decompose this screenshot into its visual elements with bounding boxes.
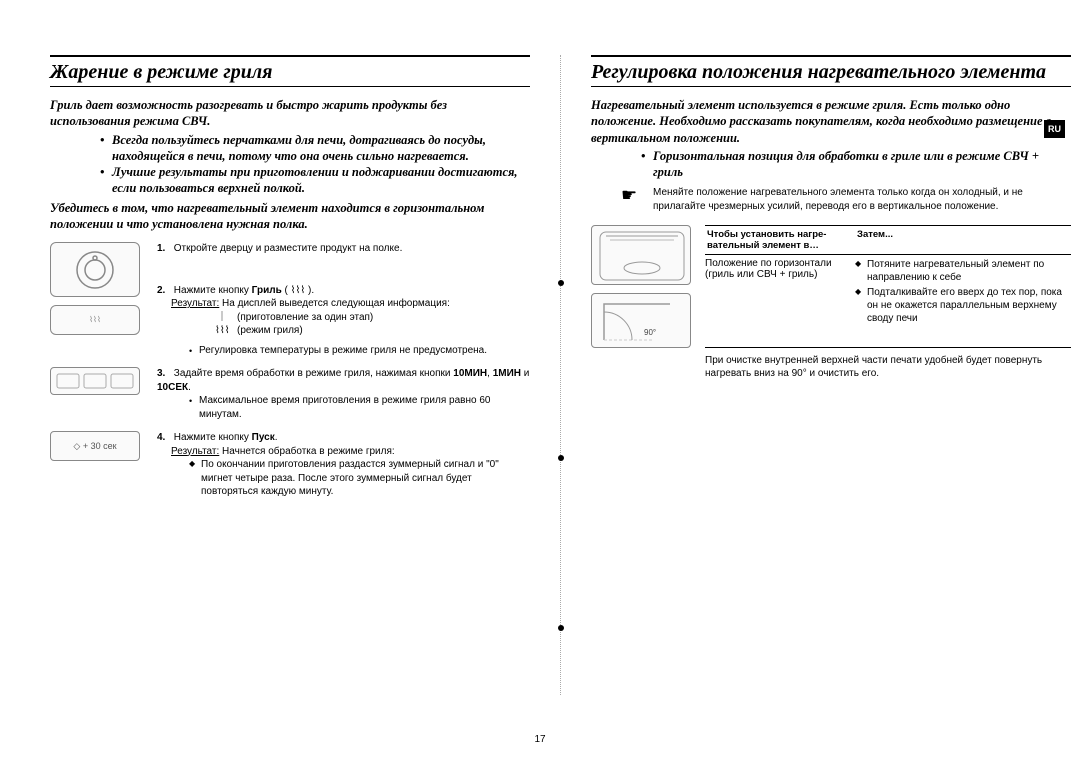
note: Регулировка температуры в режиме гриля н…: [189, 344, 530, 358]
rule: [591, 55, 1071, 57]
step-num: 1.: [157, 242, 171, 256]
step2-pre: Нажмите кнопку: [174, 285, 252, 296]
bullet: Горизонтальная позиция для обработки в г…: [641, 148, 1071, 181]
grill-button-illustration: ⌇⌇⌇: [50, 305, 140, 335]
rule: [50, 86, 530, 87]
step1-text: Откройте дверцу и разместите продукт на …: [174, 243, 403, 254]
sym-text: (приготовление за один этап): [237, 311, 373, 325]
table-header: Чтобы установить нагре- вательный элемен…: [705, 226, 1071, 255]
step3-note: Максимальное время приготовления в режим…: [189, 394, 530, 421]
sym: ｜: [215, 311, 229, 325]
right-footnote: При очистке внутренней верхней части печ…: [705, 354, 1071, 380]
step2-note: Регулировка температуры в режиме гриля н…: [189, 344, 530, 358]
rule: [591, 86, 1071, 87]
table-area: Чтобы установить нагре- вательный элемен…: [591, 225, 1071, 348]
result-label: Результат:: [171, 446, 219, 457]
illus-stack: [591, 225, 691, 348]
t: .: [275, 432, 278, 443]
step2-post: ( ⌇⌇⌇ ).: [282, 285, 314, 296]
left-warning: Убедитесь в том, что нагревательный элем…: [50, 200, 530, 233]
result-label: Результат:: [171, 298, 219, 309]
column-divider: [560, 55, 561, 695]
step-text: 4. Нажмите кнопку Пуск. Результат: Начне…: [157, 431, 530, 499]
step-num: 2.: [157, 284, 171, 298]
bullet: Всегда пользуйтесь перчатками для печи, …: [100, 132, 530, 165]
bullet: Лучшие результаты при приготовлении и по…: [100, 164, 530, 197]
t: Задайте время обработки в режиме гриля, …: [174, 368, 454, 379]
b: 10МИН: [453, 368, 487, 379]
t: Нажмите кнопку: [174, 432, 252, 443]
sym-text: (режим гриля): [237, 324, 303, 338]
page-number: 17: [534, 734, 545, 745]
li: Потяните нагревательный элемент по напра…: [855, 258, 1071, 284]
step-text: 3. Задайте время обработки в режиме грил…: [157, 367, 530, 421]
td: Потяните нагревательный элемент по напра…: [855, 258, 1071, 327]
right-bullets: Горизонтальная позиция для обработки в г…: [641, 148, 1071, 181]
step-text: 1. Откройте дверцу и разместите продукт …: [157, 242, 530, 357]
symbol-list: ｜ (приготовление за один этап) ⌇⌇⌇ (режим …: [215, 311, 530, 338]
note: Максимальное время приготовления в режим…: [189, 394, 530, 421]
step4-result: Начнется обработка в режиме гриля:: [219, 446, 394, 457]
pointing-hand-icon: ☛: [621, 186, 643, 213]
knob-illustration: [50, 242, 140, 297]
illus-col: [50, 367, 145, 421]
left-intro: Гриль дает возможность разогревать и быс…: [50, 97, 530, 130]
t: и: [521, 368, 529, 379]
sym: ⌇⌇⌇: [215, 324, 229, 338]
step-row: ◇ + 30 сек 4. Нажмите кнопку Пуск. Резул…: [50, 431, 530, 499]
t: .: [188, 382, 191, 393]
step4-note: По окончании приготовления раздастся зум…: [189, 458, 530, 499]
left-title: Жарение в режиме гриля: [50, 61, 530, 84]
illus-col: ◇ + 30 сек: [50, 431, 145, 499]
li: Подталкивайте его вверх до тех пор, пока…: [855, 286, 1071, 325]
start-button-illustration: ◇ + 30 сек: [50, 431, 140, 461]
note: По окончании приготовления раздастся зум…: [189, 458, 530, 499]
rule: [50, 55, 530, 57]
step-num: 3.: [157, 367, 171, 381]
left-column: Жарение в режиме гриля Гриль дает возмож…: [50, 55, 530, 695]
b: Пуск: [252, 432, 275, 443]
step2-b: Гриль: [252, 285, 282, 296]
hand-note: ☛ Меняйте положение нагревательного элем…: [621, 186, 1071, 213]
swing-illustration: [591, 293, 691, 348]
step2-result: На дисплей выведется следующая информаци…: [219, 298, 450, 309]
step-row: 3. Задайте время обработки в режиме грил…: [50, 367, 530, 421]
th: Чтобы установить нагре- вательный элемен…: [705, 226, 855, 254]
th: Затем...: [855, 226, 1071, 254]
right-column: Регулировка положения нагревательного эл…: [591, 55, 1071, 695]
page-columns: Жарение в режиме гриля Гриль дает возмож…: [50, 55, 1030, 695]
right-intro: Нагревательный элемент используется в ре…: [591, 97, 1071, 146]
left-bullets: Всегда пользуйтесь перчатками для печи, …: [100, 132, 530, 197]
td: Положение по горизонтали (гриль или СВЧ …: [705, 258, 855, 327]
cavity-illustration: [591, 225, 691, 285]
time-buttons-illustration: [50, 367, 140, 395]
hand-text: Меняйте положение нагревательного элемен…: [653, 186, 1071, 213]
table-row: Положение по горизонтали (гриль или СВЧ …: [705, 255, 1071, 333]
illus-col: ⌇⌇⌇: [50, 242, 145, 357]
b: 1МИН: [493, 368, 521, 379]
b: 10СЕК: [157, 382, 188, 393]
right-title: Регулировка положения нагревательного эл…: [591, 61, 1071, 84]
step-num: 4.: [157, 431, 171, 445]
step-row: ⌇⌇⌇ 1. Откройте дверцу и разместите прод…: [50, 242, 530, 357]
position-table: Чтобы установить нагре- вательный элемен…: [705, 225, 1071, 348]
steps-block: ⌇⌇⌇ 1. Откройте дверцу и разместите прод…: [50, 242, 530, 499]
